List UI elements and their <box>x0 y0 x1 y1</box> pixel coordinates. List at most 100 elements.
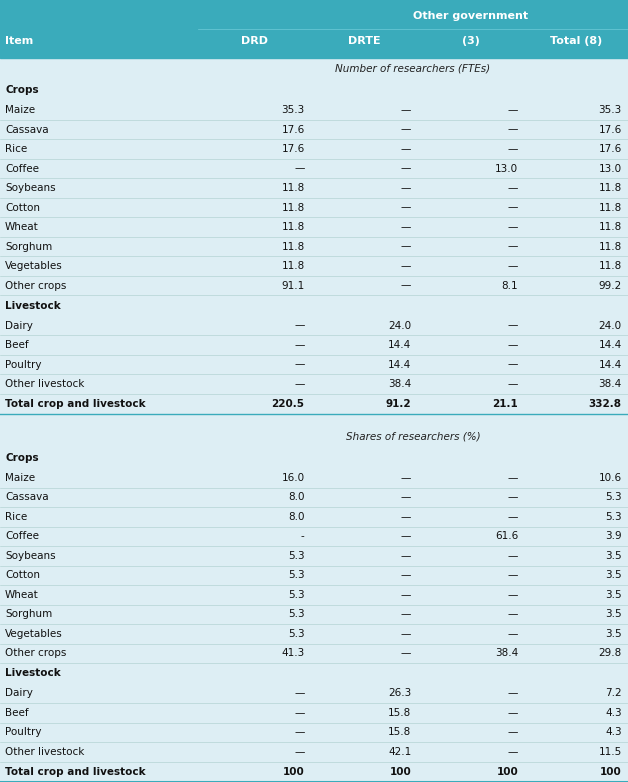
Text: —: — <box>507 340 518 350</box>
Text: Maize: Maize <box>5 473 35 482</box>
Text: —: — <box>401 629 411 639</box>
Text: —: — <box>401 105 411 115</box>
Text: —: — <box>507 360 518 370</box>
Text: —: — <box>294 163 305 174</box>
Text: —: — <box>507 242 518 252</box>
Text: —: — <box>401 551 411 561</box>
Text: 17.6: 17.6 <box>281 124 305 135</box>
Text: —: — <box>507 609 518 619</box>
Text: Sorghum: Sorghum <box>5 242 52 252</box>
Text: 24.0: 24.0 <box>598 321 622 331</box>
Text: Crops: Crops <box>5 453 39 463</box>
Text: 17.6: 17.6 <box>598 144 622 154</box>
Text: 4.3: 4.3 <box>605 708 622 718</box>
Text: Vegetables: Vegetables <box>5 629 63 639</box>
Text: Other livestock: Other livestock <box>5 379 84 389</box>
Text: 61.6: 61.6 <box>495 531 518 541</box>
Text: —: — <box>507 222 518 232</box>
Text: Cotton: Cotton <box>5 570 40 580</box>
Text: —: — <box>401 531 411 541</box>
Text: Cassava: Cassava <box>5 124 48 135</box>
Text: 35.3: 35.3 <box>281 105 305 115</box>
Text: 14.4: 14.4 <box>388 340 411 350</box>
Text: —: — <box>507 261 518 271</box>
Text: 13.0: 13.0 <box>598 163 622 174</box>
Text: —: — <box>401 144 411 154</box>
Text: Total crop and livestock: Total crop and livestock <box>5 767 146 777</box>
Text: 8.1: 8.1 <box>502 281 518 291</box>
Text: —: — <box>507 747 518 757</box>
Text: —: — <box>507 590 518 600</box>
Text: 5.3: 5.3 <box>288 590 305 600</box>
Text: 11.8: 11.8 <box>281 261 305 271</box>
Text: 5.3: 5.3 <box>288 609 305 619</box>
Text: 8.0: 8.0 <box>288 493 305 502</box>
Text: 100: 100 <box>283 767 305 777</box>
Text: 11.8: 11.8 <box>598 183 622 193</box>
Text: 15.8: 15.8 <box>388 727 411 737</box>
Text: 26.3: 26.3 <box>388 688 411 698</box>
Text: 29.8: 29.8 <box>598 648 622 658</box>
Text: Maize: Maize <box>5 105 35 115</box>
Text: Other livestock: Other livestock <box>5 747 84 757</box>
Text: —: — <box>507 551 518 561</box>
Text: 14.4: 14.4 <box>598 340 622 350</box>
Text: 100: 100 <box>496 767 518 777</box>
Text: 99.2: 99.2 <box>598 281 622 291</box>
Text: DRD: DRD <box>241 37 268 46</box>
Text: Vegetables: Vegetables <box>5 261 63 271</box>
Text: Other crops: Other crops <box>5 281 67 291</box>
Text: 11.8: 11.8 <box>598 203 622 213</box>
Text: 7.2: 7.2 <box>605 688 622 698</box>
Bar <box>0 0 628 58</box>
Text: —: — <box>507 144 518 154</box>
Text: —: — <box>401 648 411 658</box>
Text: 3.5: 3.5 <box>605 609 622 619</box>
Text: Total (8): Total (8) <box>550 37 602 46</box>
Text: Cassava: Cassava <box>5 493 48 502</box>
Text: 5.3: 5.3 <box>288 570 305 580</box>
Text: 100: 100 <box>389 767 411 777</box>
Text: —: — <box>401 124 411 135</box>
Text: —: — <box>294 360 305 370</box>
Text: 332.8: 332.8 <box>588 399 622 409</box>
Text: —: — <box>401 570 411 580</box>
Text: 42.1: 42.1 <box>388 747 411 757</box>
Text: 5.3: 5.3 <box>288 629 305 639</box>
Text: Total crop and livestock: Total crop and livestock <box>5 399 146 409</box>
Text: —: — <box>294 727 305 737</box>
Text: Other crops: Other crops <box>5 648 67 658</box>
Text: —: — <box>507 321 518 331</box>
Text: 14.4: 14.4 <box>598 360 622 370</box>
Text: Wheat: Wheat <box>5 590 39 600</box>
Text: 15.8: 15.8 <box>388 708 411 718</box>
Text: 3.5: 3.5 <box>605 590 622 600</box>
Text: 3.5: 3.5 <box>605 629 622 639</box>
Text: 4.3: 4.3 <box>605 727 622 737</box>
Text: —: — <box>507 512 518 522</box>
Text: —: — <box>401 222 411 232</box>
Text: —: — <box>507 493 518 502</box>
Text: -: - <box>301 531 305 541</box>
Text: Crops: Crops <box>5 85 39 95</box>
Text: —: — <box>507 570 518 580</box>
Text: —: — <box>401 163 411 174</box>
Text: —: — <box>294 688 305 698</box>
Text: —: — <box>507 473 518 482</box>
Text: 100: 100 <box>600 767 622 777</box>
Text: Coffee: Coffee <box>5 531 39 541</box>
Text: Cotton: Cotton <box>5 203 40 213</box>
Text: —: — <box>401 203 411 213</box>
Text: —: — <box>294 747 305 757</box>
Text: Beef: Beef <box>5 708 29 718</box>
Text: 13.0: 13.0 <box>495 163 518 174</box>
Text: —: — <box>401 512 411 522</box>
Text: Coffee: Coffee <box>5 163 39 174</box>
Text: 35.3: 35.3 <box>598 105 622 115</box>
Text: Rice: Rice <box>5 144 27 154</box>
Text: —: — <box>507 203 518 213</box>
Text: —: — <box>294 340 305 350</box>
Text: 91.1: 91.1 <box>281 281 305 291</box>
Text: Item: Item <box>5 37 33 46</box>
Text: Number of researchers (FTEs): Number of researchers (FTEs) <box>335 63 490 74</box>
